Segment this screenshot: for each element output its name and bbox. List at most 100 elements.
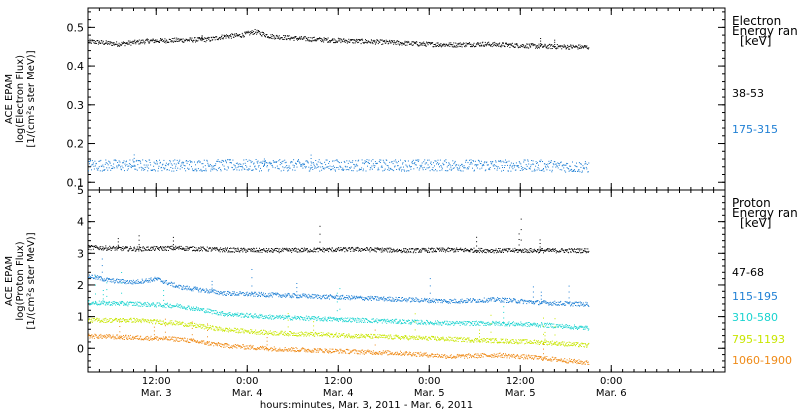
data-point: [577, 170, 579, 172]
data-point: [424, 297, 426, 299]
data-point: [420, 300, 422, 302]
data-point: [201, 35, 203, 37]
data-point: [341, 295, 343, 296]
data-point: [224, 315, 225, 317]
data-point: [285, 296, 287, 298]
data-point: [195, 308, 197, 310]
data-point: [226, 293, 228, 295]
data-point: [443, 248, 445, 250]
data-point: [551, 171, 553, 173]
data-point: [484, 170, 486, 172]
data-point: [457, 250, 459, 252]
data-point: [158, 305, 160, 307]
data-point: [319, 170, 321, 172]
data-point: [114, 44, 116, 46]
data-point: [525, 47, 527, 49]
data-point: [453, 42, 455, 44]
data-point: [297, 317, 298, 319]
data-point: [426, 251, 428, 252]
data-point: [415, 43, 417, 45]
data-point: [146, 166, 148, 168]
data-point: [102, 169, 104, 171]
data-point: [232, 293, 234, 295]
data-point: [374, 43, 376, 45]
data-point: [358, 169, 360, 171]
data-point: [142, 167, 144, 169]
data-point: [453, 248, 455, 250]
data-point: [263, 248, 265, 250]
data-point: [235, 167, 237, 169]
data-point: [130, 166, 132, 168]
data-point: [432, 167, 434, 169]
data-point: [521, 298, 523, 300]
data-point: [376, 247, 378, 249]
data-point: [148, 278, 150, 280]
data-point: [476, 301, 478, 303]
data-point: [285, 35, 287, 37]
data-point: [288, 169, 290, 171]
data-point: [154, 280, 156, 282]
data-point: [203, 38, 205, 40]
data-point: [139, 282, 141, 284]
data-point: [576, 248, 578, 250]
data-point: [137, 305, 139, 307]
data-point: [187, 285, 189, 287]
data-point: [468, 166, 470, 168]
data-point: [575, 170, 576, 172]
data-point: [198, 308, 200, 310]
data-point: [176, 304, 178, 306]
data-point: [290, 250, 292, 251]
data-point: [569, 301, 571, 303]
data-point: [495, 160, 497, 162]
data-point: [198, 38, 200, 40]
data-point: [102, 279, 104, 281]
data-point: [293, 166, 295, 168]
data-point: [587, 171, 589, 173]
data-point: [572, 170, 574, 172]
data-point: [477, 250, 479, 252]
data-point: [122, 246, 124, 248]
data-point: [503, 251, 504, 253]
data-point: [529, 167, 531, 169]
data-point: [517, 166, 519, 168]
data-point: [547, 303, 549, 305]
data-point: [113, 42, 115, 44]
data-point: [448, 162, 450, 164]
data-point: [569, 48, 571, 50]
data-point: [363, 299, 364, 301]
data-point: [261, 314, 263, 316]
data-point: [268, 318, 270, 320]
data-point: [475, 45, 477, 47]
data-point: [206, 40, 208, 41]
data-point: [254, 248, 256, 250]
data-point: [175, 163, 177, 165]
data-point: [532, 249, 534, 251]
data-point: [420, 42, 422, 44]
data-point: [190, 38, 192, 40]
data-point: [334, 39, 336, 41]
data-point: [202, 288, 204, 290]
data-point: [296, 248, 297, 250]
data-point: [442, 250, 444, 252]
data-point: [316, 163, 318, 165]
data-point: [432, 42, 434, 44]
data-point: [135, 249, 137, 251]
data-point: [185, 160, 187, 162]
data-point: [196, 170, 198, 172]
data-point: [319, 161, 321, 163]
data-point: [369, 163, 370, 164]
data-point: [343, 41, 345, 43]
data-point: [326, 39, 328, 41]
data-point: [523, 159, 525, 161]
data-point: [127, 302, 129, 304]
data-point: [378, 40, 380, 42]
data-point: [321, 163, 323, 165]
data-point: [287, 170, 289, 172]
data-point: [495, 248, 497, 250]
data-point: [224, 168, 226, 170]
data-point: [568, 291, 570, 293]
data-point: [156, 306, 157, 308]
data-point: [551, 302, 553, 303]
data-point: [506, 43, 508, 45]
data-point: [482, 164, 484, 166]
